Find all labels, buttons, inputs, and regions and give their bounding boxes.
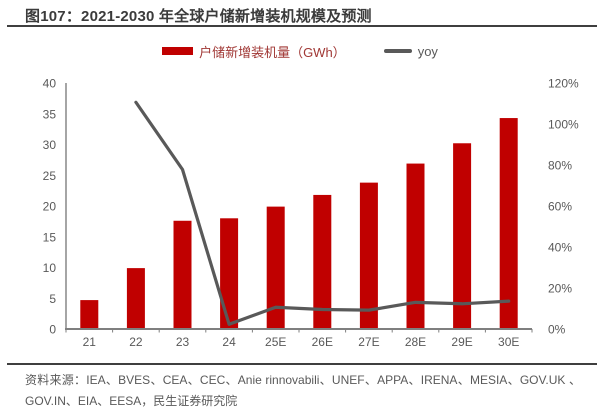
bar-27E: [359, 182, 378, 329]
x-axis-tick-label: 30E: [498, 335, 519, 349]
line-series-label: yoy: [417, 43, 438, 59]
bar-line-chart: 0 5 10 15 20 25 30 35 40 0% 20% 40% 60% 80% 100% 120% 21…: [43, 77, 579, 350]
legend-item-bar-series: 户储新增装机量（GWh）: [162, 42, 346, 61]
yoy-line: [134, 100, 511, 326]
bar-series-swatch: [162, 47, 194, 55]
x-axis-tick-label: 21: [83, 335, 97, 349]
x-axis-tick-label: 24: [222, 335, 236, 349]
right-axis-tick-label: 20%: [548, 282, 572, 296]
left-axis-tick-label: 40: [43, 77, 57, 91]
footer-divider: [7, 363, 597, 365]
bar-22: [126, 268, 145, 329]
bar-23: [173, 220, 192, 329]
left-axis-tick-label: 10: [43, 261, 57, 275]
bar-30E: [499, 118, 518, 330]
x-axis-tick-label: 22: [129, 335, 143, 349]
x-axis-tick-label: 29E: [451, 335, 472, 349]
x-axis-tick-label: 23: [176, 335, 190, 349]
title-divider: [7, 25, 597, 27]
bar-29E: [453, 143, 472, 329]
bar-26E: [313, 194, 332, 329]
x-axis-tick-label: 25E: [265, 335, 286, 349]
right-axis-tick-label: 100%: [548, 118, 579, 132]
right-axis-tick-label: 60%: [548, 200, 572, 214]
right-axis-tick-label: 120%: [548, 77, 579, 91]
left-axis-tick-label: 20: [43, 200, 57, 214]
left-axis-tick-label: 35: [43, 107, 57, 121]
bar-21: [80, 300, 99, 329]
left-axis-tick-label: 5: [49, 292, 56, 306]
right-axis-tick-label: 40%: [548, 241, 572, 255]
figure-title: 图107：2021-2030 年全球户储新增装机规模及预测: [25, 8, 372, 25]
right-axis-tick-label: 0%: [548, 323, 566, 337]
legend-item-line-series: yoy: [383, 43, 438, 59]
left-axis-tick-label: 30: [43, 138, 57, 152]
x-axis-tick-label: 26E: [312, 335, 333, 349]
bar-24: [220, 218, 239, 329]
source-note: 资料来源：IEA、BVES、CEA、CEC、Anie rinnovabili、U…: [25, 373, 581, 408]
left-axis-tick-label: 0: [49, 323, 56, 337]
bar-28E: [406, 163, 425, 329]
chart-legend: 户储新增装机量（GWh） yoy: [0, 42, 600, 60]
line-series-swatch: [383, 49, 412, 53]
bar-25E: [266, 206, 285, 329]
bar-series-label: 户储新增装机量（GWh）: [199, 44, 346, 60]
left-axis-tick-label: 25: [43, 169, 57, 183]
x-axis-tick-label: 27E: [358, 335, 379, 349]
x-axis-tick-label: 28E: [405, 335, 426, 349]
right-axis-tick-label: 80%: [548, 159, 572, 173]
left-axis-tick-label: 15: [43, 230, 57, 244]
